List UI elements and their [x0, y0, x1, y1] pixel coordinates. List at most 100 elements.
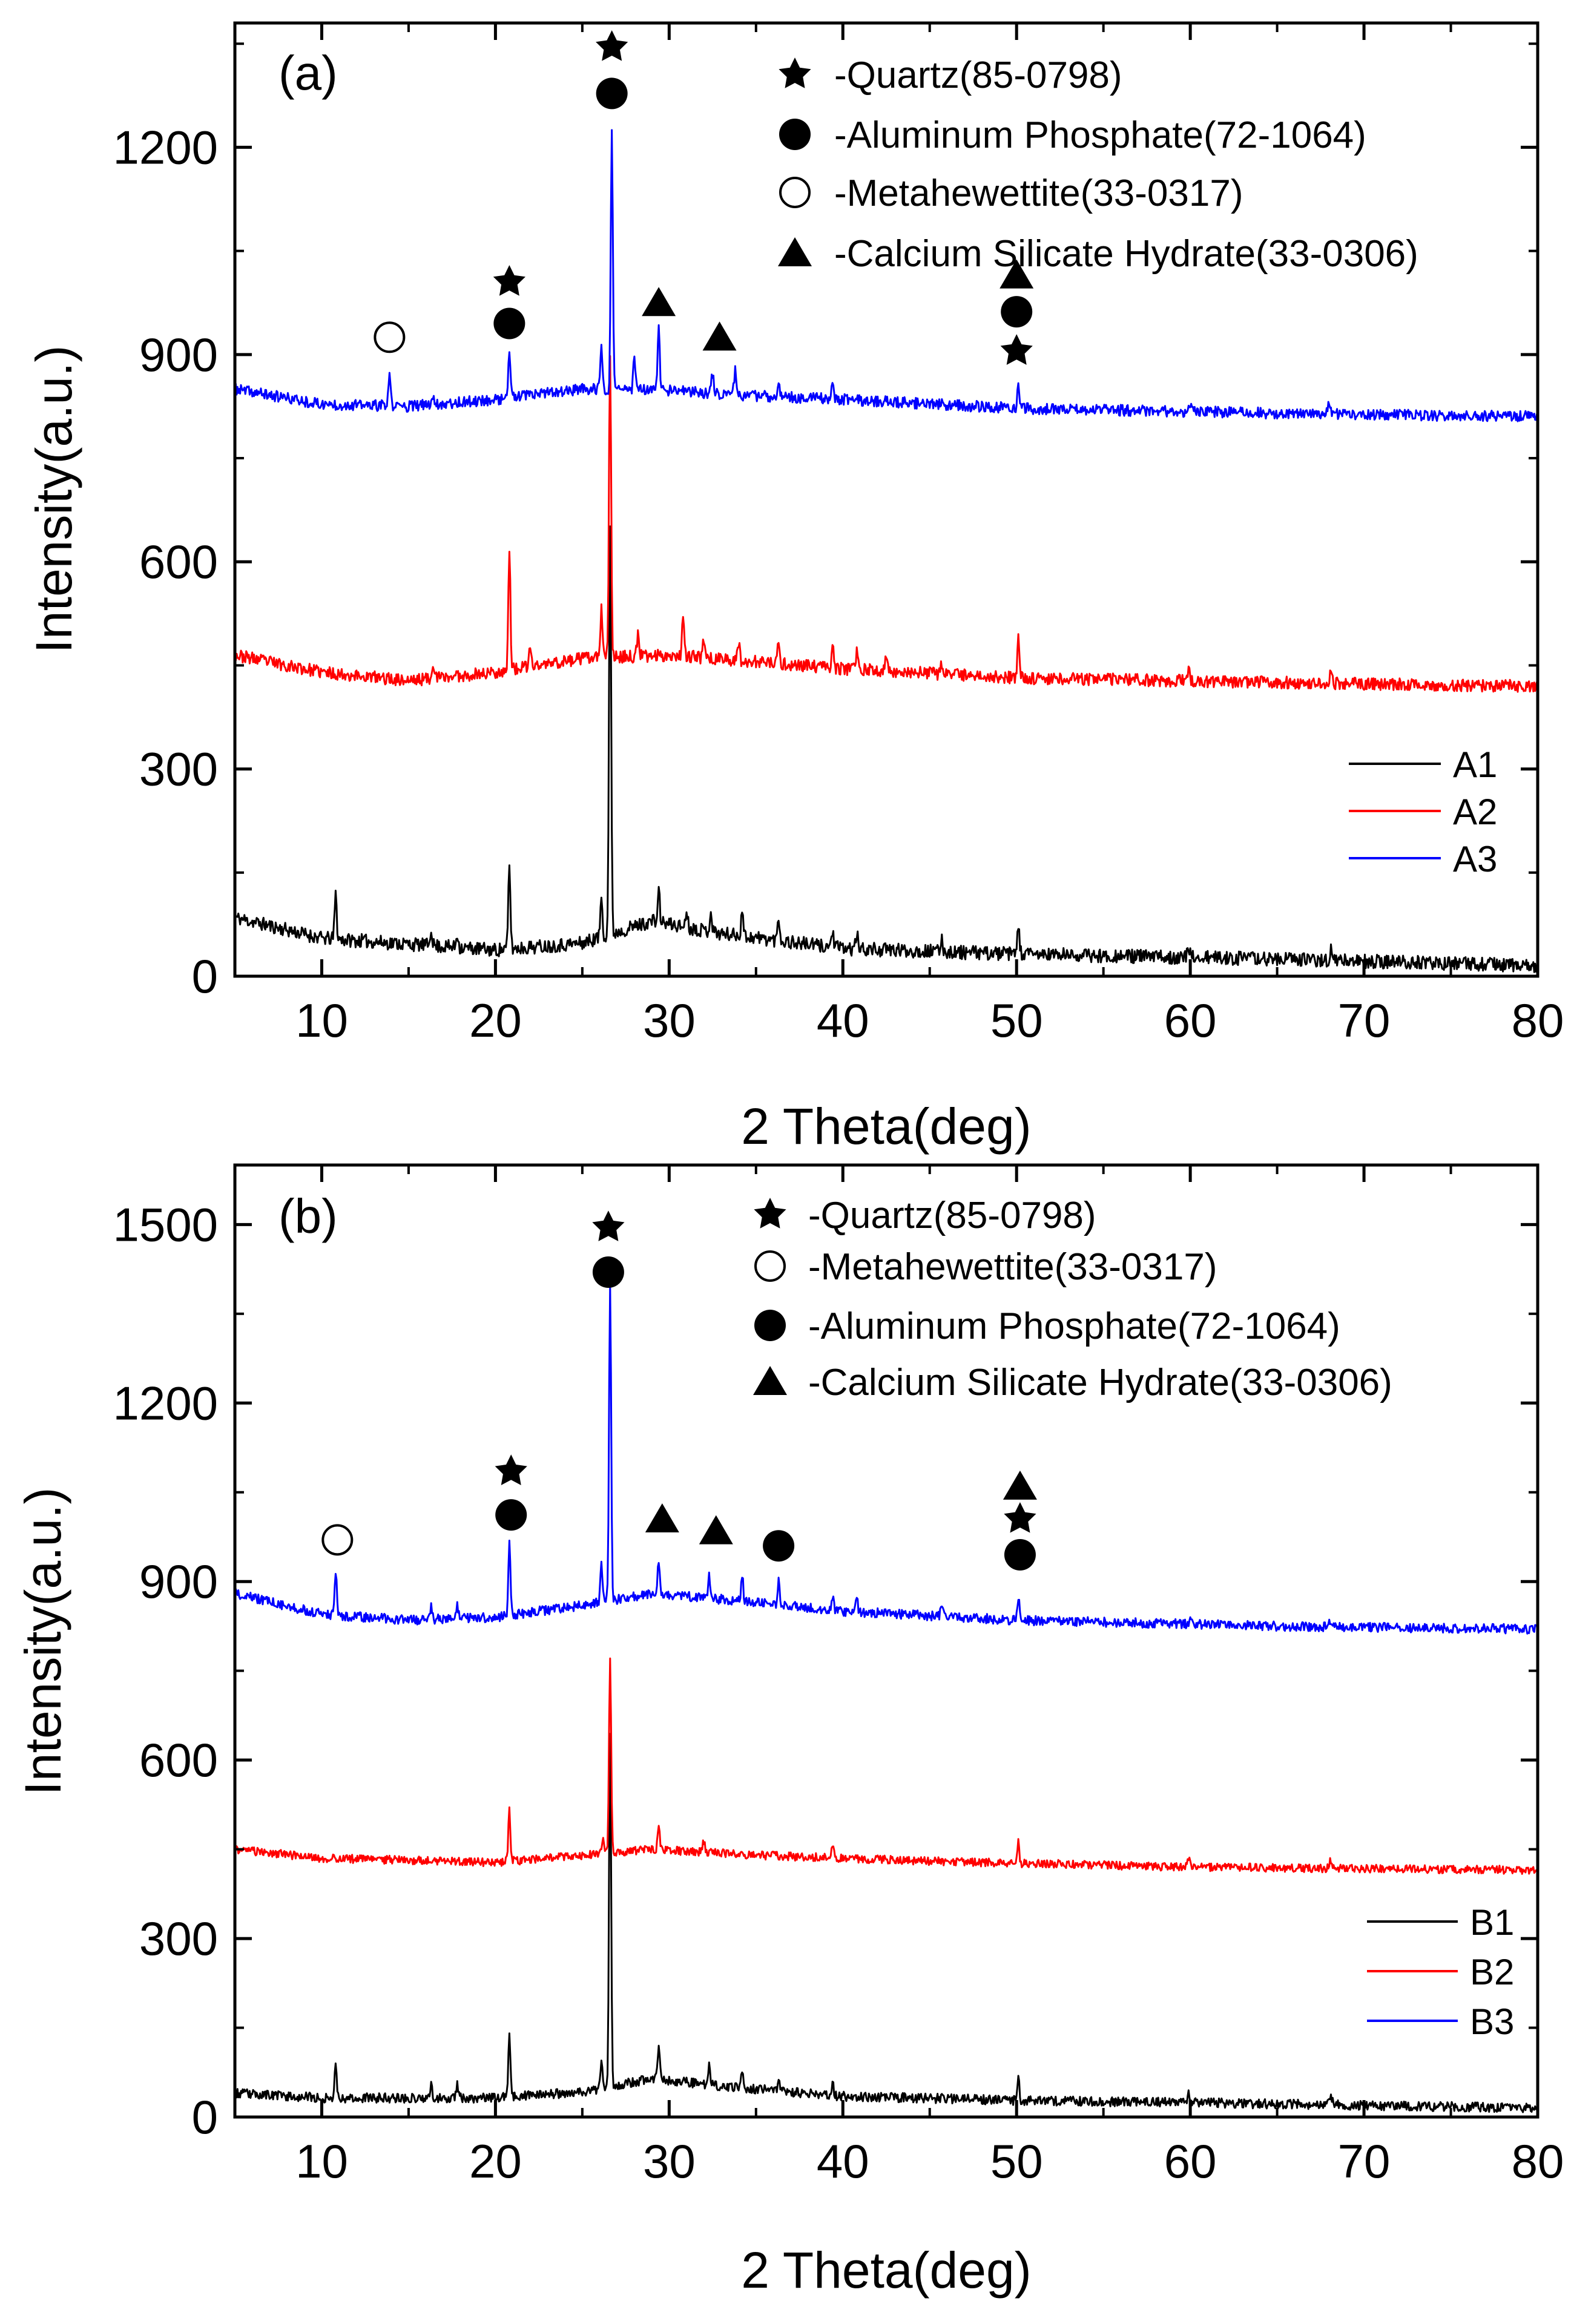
series-line-b1: [234, 1733, 1539, 2113]
x-tick-label: 70: [1338, 994, 1391, 1047]
panel-a-legend-aluminum-phosphate-row: -Aluminum Phosphate(72-1064): [779, 114, 1366, 156]
panel-a-legend-calcium-silicate-row: -Calcium Silicate Hydrate(33-0306): [778, 233, 1418, 275]
series-line-a2: [234, 355, 1539, 693]
filled-circle-icon: [592, 1256, 624, 1288]
panel-b-phase-legend: -Quartz(85-0798) -Metahewettite(33-0317)…: [753, 1195, 1392, 1403]
filled-circle-icon: [1001, 296, 1033, 328]
panel-a-ticks: [234, 23, 1540, 978]
legend-label-b3: B3: [1470, 2001, 1514, 2042]
x-tick-label: 70: [1338, 2135, 1391, 2188]
legend-label-b1: B1: [1470, 1902, 1514, 1943]
panel-a-legend-quartz-row: -Quartz(85-0798): [779, 54, 1122, 96]
filled-triangle-icon: [642, 287, 676, 317]
filled-circle-icon: [1004, 1538, 1036, 1571]
filled-triangle-icon: [702, 321, 737, 351]
y-tick-label: 1500: [113, 1198, 218, 1251]
panel-b-label: (b): [278, 1189, 338, 1243]
x-tick-label: 50: [990, 994, 1043, 1047]
panel-a-peak-markers: [374, 30, 1034, 365]
y-tick-label: 300: [139, 1912, 218, 1965]
panel-b-legend-quartz-text: -Quartz(85-0798): [808, 1195, 1096, 1236]
panel-a-legend-metahewettite-text: -Metahewettite(33-0317): [834, 172, 1243, 214]
x-tick-label: 60: [1164, 994, 1217, 1047]
panel-a-y-tick-labels: 0 300 600 900 1200: [113, 120, 218, 1003]
filled-star-icon: [596, 30, 628, 61]
panel-b-legend-metahewettite-row: -Metahewettite(33-0317): [754, 1246, 1217, 1288]
open-circle-icon: [754, 1250, 786, 1282]
filled-star-icon: [754, 1198, 786, 1229]
open-circle-icon: [374, 321, 406, 353]
panel-b-series-lines: [234, 1284, 1539, 2113]
filled-circle-icon: [596, 77, 628, 110]
filled-triangle-icon: [699, 1515, 733, 1544]
panel-a-plot-frame: [233, 21, 1540, 978]
series-line-b2: [234, 1657, 1539, 1875]
panel-a-x-axis-title: 2 Theta(deg): [741, 1098, 1031, 1155]
panel-b-plot-frame: [233, 1163, 1540, 2119]
panel-a-label: (a): [278, 46, 338, 100]
open-circle-icon: [779, 177, 811, 208]
filled-star-icon: [592, 1210, 625, 1241]
panel-b-legend-calcium-silicate-row: -Calcium Silicate Hydrate(33-0306): [753, 1362, 1392, 1403]
y-tick-label: 900: [139, 328, 218, 381]
y-tick-label: 300: [139, 743, 218, 796]
filled-triangle-icon: [1003, 1470, 1037, 1500]
panel-b-x-tick-labels: 10 20 30 40 50 60 70 80: [295, 2135, 1564, 2188]
filled-star-icon: [1000, 334, 1033, 365]
panel-b-x-axis-title: 2 Theta(deg): [741, 2242, 1031, 2299]
filled-triangle-icon: [778, 237, 812, 266]
filled-circle-icon: [493, 307, 525, 340]
series-line-b3: [234, 1284, 1539, 1635]
series-line-a1: [234, 525, 1539, 973]
panel-b-y-tick-labels: 0 300 600 900 1200 1500: [113, 1198, 218, 2144]
legend-label-a2: A2: [1453, 792, 1497, 832]
open-circle-icon: [321, 1524, 354, 1556]
filled-circle-icon: [763, 1530, 795, 1562]
y-tick-label: 0: [192, 950, 218, 1003]
panel-b-ticks: [234, 1165, 1540, 2119]
panel-b-legend-aluminum-phosphate-row: -Aluminum Phosphate(72-1064): [754, 1305, 1340, 1347]
filled-star-icon: [495, 1454, 527, 1486]
legend-label-b2: B2: [1470, 1952, 1514, 1992]
y-tick-label: 1200: [113, 120, 218, 174]
panel-a-legend-aluminum-phosphate-text: -Aluminum Phosphate(72-1064): [834, 114, 1366, 156]
filled-star-icon: [493, 264, 525, 296]
panel-a-phase-legend: -Quartz(85-0798) -Aluminum Phosphate(72-…: [778, 54, 1418, 275]
filled-triangle-icon: [753, 1366, 787, 1395]
x-tick-label: 20: [469, 2135, 522, 2188]
panel-a: 10 20 30 40 50 60 70 80 0 300 600 900 1200 (a) 2 Th…: [25, 21, 1564, 1155]
legend-label-a3: A3: [1453, 839, 1497, 879]
panel-a-y-axis-title: Intensity(a.u.): [25, 346, 82, 654]
legend-label-a1: A1: [1453, 744, 1497, 785]
panel-b-legend-metahewettite-text: -Metahewettite(33-0317): [808, 1246, 1217, 1288]
panel-a-x-tick-labels: 10 20 30 40 50 60 70 80: [295, 994, 1564, 1047]
x-tick-label: 40: [817, 994, 869, 1047]
panel-b-series-legend: B1 B2 B3: [1367, 1902, 1514, 2042]
filled-triangle-icon: [1000, 259, 1034, 289]
filled-star-icon: [779, 57, 811, 88]
x-tick-label: 10: [295, 2135, 348, 2188]
filled-circle-icon: [779, 119, 811, 150]
y-tick-label: 600: [139, 535, 218, 588]
filled-circle-icon: [495, 1499, 527, 1531]
panel-a-series-legend: A1 A2 A3: [1349, 744, 1497, 879]
x-tick-label: 20: [469, 994, 522, 1047]
y-tick-label: 0: [192, 2090, 218, 2144]
x-tick-label: 80: [1512, 994, 1564, 1047]
x-tick-label: 50: [990, 2135, 1043, 2188]
filled-circle-icon: [754, 1310, 786, 1341]
panel-b-legend-calcium-silicate-text: -Calcium Silicate Hydrate(33-0306): [808, 1362, 1392, 1403]
y-tick-label: 600: [139, 1733, 218, 1787]
x-tick-label: 60: [1164, 2135, 1217, 2188]
x-tick-label: 30: [643, 2135, 696, 2188]
y-tick-label: 900: [139, 1555, 218, 1608]
filled-triangle-icon: [645, 1503, 679, 1532]
x-tick-label: 30: [643, 994, 696, 1047]
filled-star-icon: [1004, 1502, 1036, 1533]
panel-b-legend-quartz-row: -Quartz(85-0798): [754, 1195, 1096, 1236]
x-tick-label: 10: [295, 994, 348, 1047]
panel-a-legend-metahewettite-row: -Metahewettite(33-0317): [779, 172, 1243, 214]
panel-b-peak-markers: [321, 1210, 1037, 1571]
